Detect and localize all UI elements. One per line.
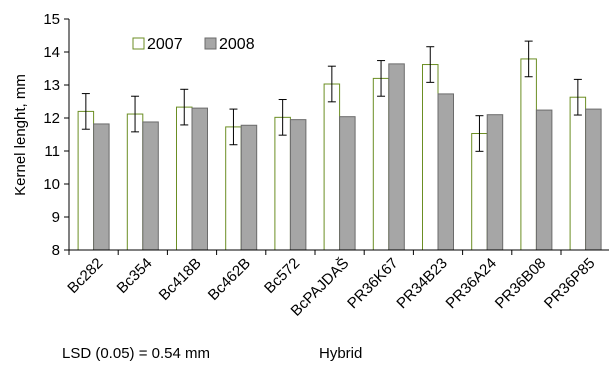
x-axis-label: Hybrid: [319, 345, 363, 362]
x-axis: Bc282 Bc354 Bc418B Bc462B Bc572BcPAJDAŠPR36K…: [64, 249, 609, 320]
y-tick-label: 14: [43, 44, 60, 61]
bar-2008: [585, 108, 602, 251]
bar-2007: [77, 110, 95, 251]
y-tick-label: 11: [44, 143, 60, 160]
lsd-annotation: LSD (0.05) = 0.54 mm: [62, 345, 210, 362]
y-axis: 8 9 10 11 12 13 14 15: [43, 11, 70, 259]
bar-2007: [520, 58, 537, 251]
y-tick-label: 12: [43, 110, 60, 127]
x-tick-label: PR36B08: [492, 255, 549, 312]
x-tick-label: PR36K67: [344, 255, 401, 312]
legend: 2007 2008: [132, 36, 255, 53]
bar-2008: [289, 119, 307, 251]
bar-2007: [422, 64, 439, 251]
legend-swatch-2007: [132, 37, 145, 50]
y-tick-label: 15: [43, 11, 60, 28]
x-tick-label: PR34B23: [393, 255, 450, 312]
bars: [77, 40, 602, 251]
x-tick-label: PR36P85: [541, 255, 598, 312]
x-tick-label: Bc354: [114, 255, 156, 297]
bar-2008: [142, 121, 159, 251]
bar-2007: [176, 106, 193, 251]
bar-2007: [372, 77, 390, 251]
bar-2008: [93, 123, 110, 251]
x-tick-label: PR36A24: [443, 255, 500, 312]
x-tick-label: Bc572: [261, 255, 303, 297]
y-tick-label: 9: [52, 209, 60, 226]
x-tick-label: Bc462B: [205, 255, 254, 304]
bar-2008: [388, 63, 405, 251]
x-tick-label: Bc418B: [156, 255, 205, 304]
bar-2008: [535, 109, 553, 251]
y-tick-label: 10: [43, 176, 60, 193]
bar-2007: [274, 116, 291, 251]
bar-2008: [437, 93, 454, 251]
bar-2008: [191, 107, 208, 251]
bar-2007: [323, 83, 341, 251]
y-axis-label: Kernel lenght, mm: [12, 74, 29, 196]
y-tick-label: 8: [52, 242, 60, 259]
legend-label-2008: 2008: [219, 36, 255, 53]
bar-2007: [126, 113, 144, 251]
y-tick-label: 13: [43, 77, 60, 94]
legend-label-2007: 2007: [147, 36, 183, 53]
legend-swatch-2008: [204, 37, 217, 50]
bar-2007: [225, 126, 242, 251]
bar-2007: [569, 96, 587, 251]
bar-2008: [339, 116, 356, 251]
bar-2008: [240, 124, 258, 251]
bar-2008: [486, 114, 504, 251]
x-tick-label: Bc282: [64, 255, 106, 297]
